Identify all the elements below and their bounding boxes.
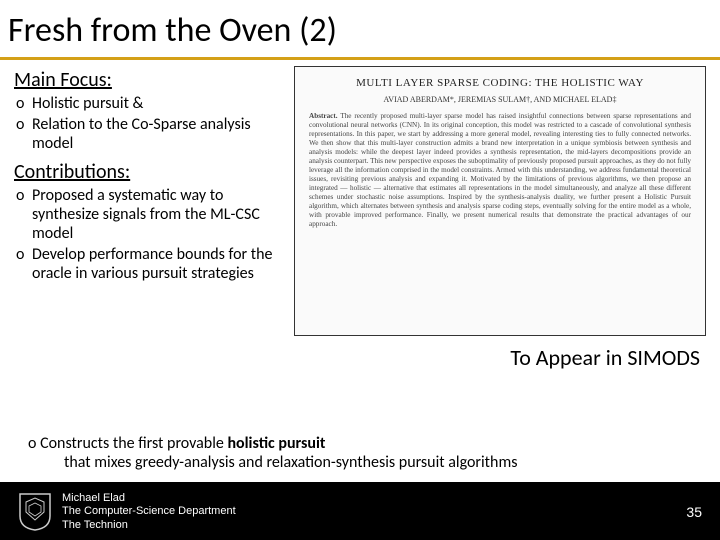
- bullet-marker: o: [28, 434, 40, 453]
- paper-abstract: Abstract. The recently proposed multi-la…: [309, 112, 691, 229]
- overflow-line1: Constructs the first provable: [40, 434, 227, 453]
- footer-text: Michael Elad The Computer-Science Depart…: [62, 492, 236, 532]
- contributions-list: Proposed a systematic way to synthesize …: [14, 186, 284, 284]
- main-focus-list: Holistic pursuit & Relation to the Co-Sp…: [14, 94, 284, 154]
- paper-caption: To Appear in SIMODS: [294, 344, 706, 371]
- page-number: 35: [686, 504, 702, 520]
- content-area: Main Focus: Holistic pursuit & Relation …: [0, 60, 720, 440]
- overflow-bold: holistic pursuit: [227, 434, 325, 453]
- footer: Michael Elad The Computer-Science Depart…: [0, 484, 720, 540]
- overflow-line2: that mixes greedy-analysis and relaxatio…: [46, 453, 706, 472]
- list-item: Develop performance bounds for the oracl…: [14, 245, 284, 283]
- footer-inst: The Technion: [62, 519, 236, 532]
- paper-authors: AVIAD ABERDAM*, JEREMIAS SULAM†, AND MIC…: [309, 95, 691, 104]
- list-item: Holistic pursuit &: [14, 94, 284, 113]
- list-item: Relation to the Co-Sparse analysis model: [14, 115, 284, 153]
- right-column: MULTI LAYER SPARSE CODING: THE HOLISTIC …: [294, 66, 706, 432]
- title-bar: Fresh from the Oven (2): [0, 0, 720, 60]
- main-focus-header: Main Focus:: [14, 68, 284, 92]
- overflow-row: o Constructs the first provable holistic…: [0, 434, 720, 482]
- contributions-header: Contributions:: [14, 160, 284, 184]
- footer-author: Michael Elad: [62, 492, 236, 505]
- footer-dept: The Computer-Science Department: [62, 505, 236, 518]
- paper-title: MULTI LAYER SPARSE CODING: THE HOLISTIC …: [309, 77, 691, 89]
- technion-shield-icon: [18, 492, 52, 532]
- contribution-overflow: o Constructs the first provable holistic…: [14, 434, 706, 472]
- list-item: Proposed a systematic way to synthesize …: [14, 186, 284, 244]
- abstract-text: The recently proposed multi-layer sparse…: [309, 112, 691, 228]
- slide-title: Fresh from the Oven (2): [8, 10, 712, 51]
- abstract-label: Abstract.: [309, 112, 338, 120]
- paper-preview: MULTI LAYER SPARSE CODING: THE HOLISTIC …: [294, 66, 706, 336]
- left-column: Main Focus: Holistic pursuit & Relation …: [14, 66, 284, 432]
